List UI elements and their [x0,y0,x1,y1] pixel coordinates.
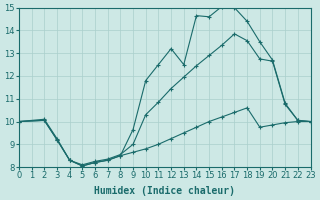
X-axis label: Humidex (Indice chaleur): Humidex (Indice chaleur) [94,186,235,196]
